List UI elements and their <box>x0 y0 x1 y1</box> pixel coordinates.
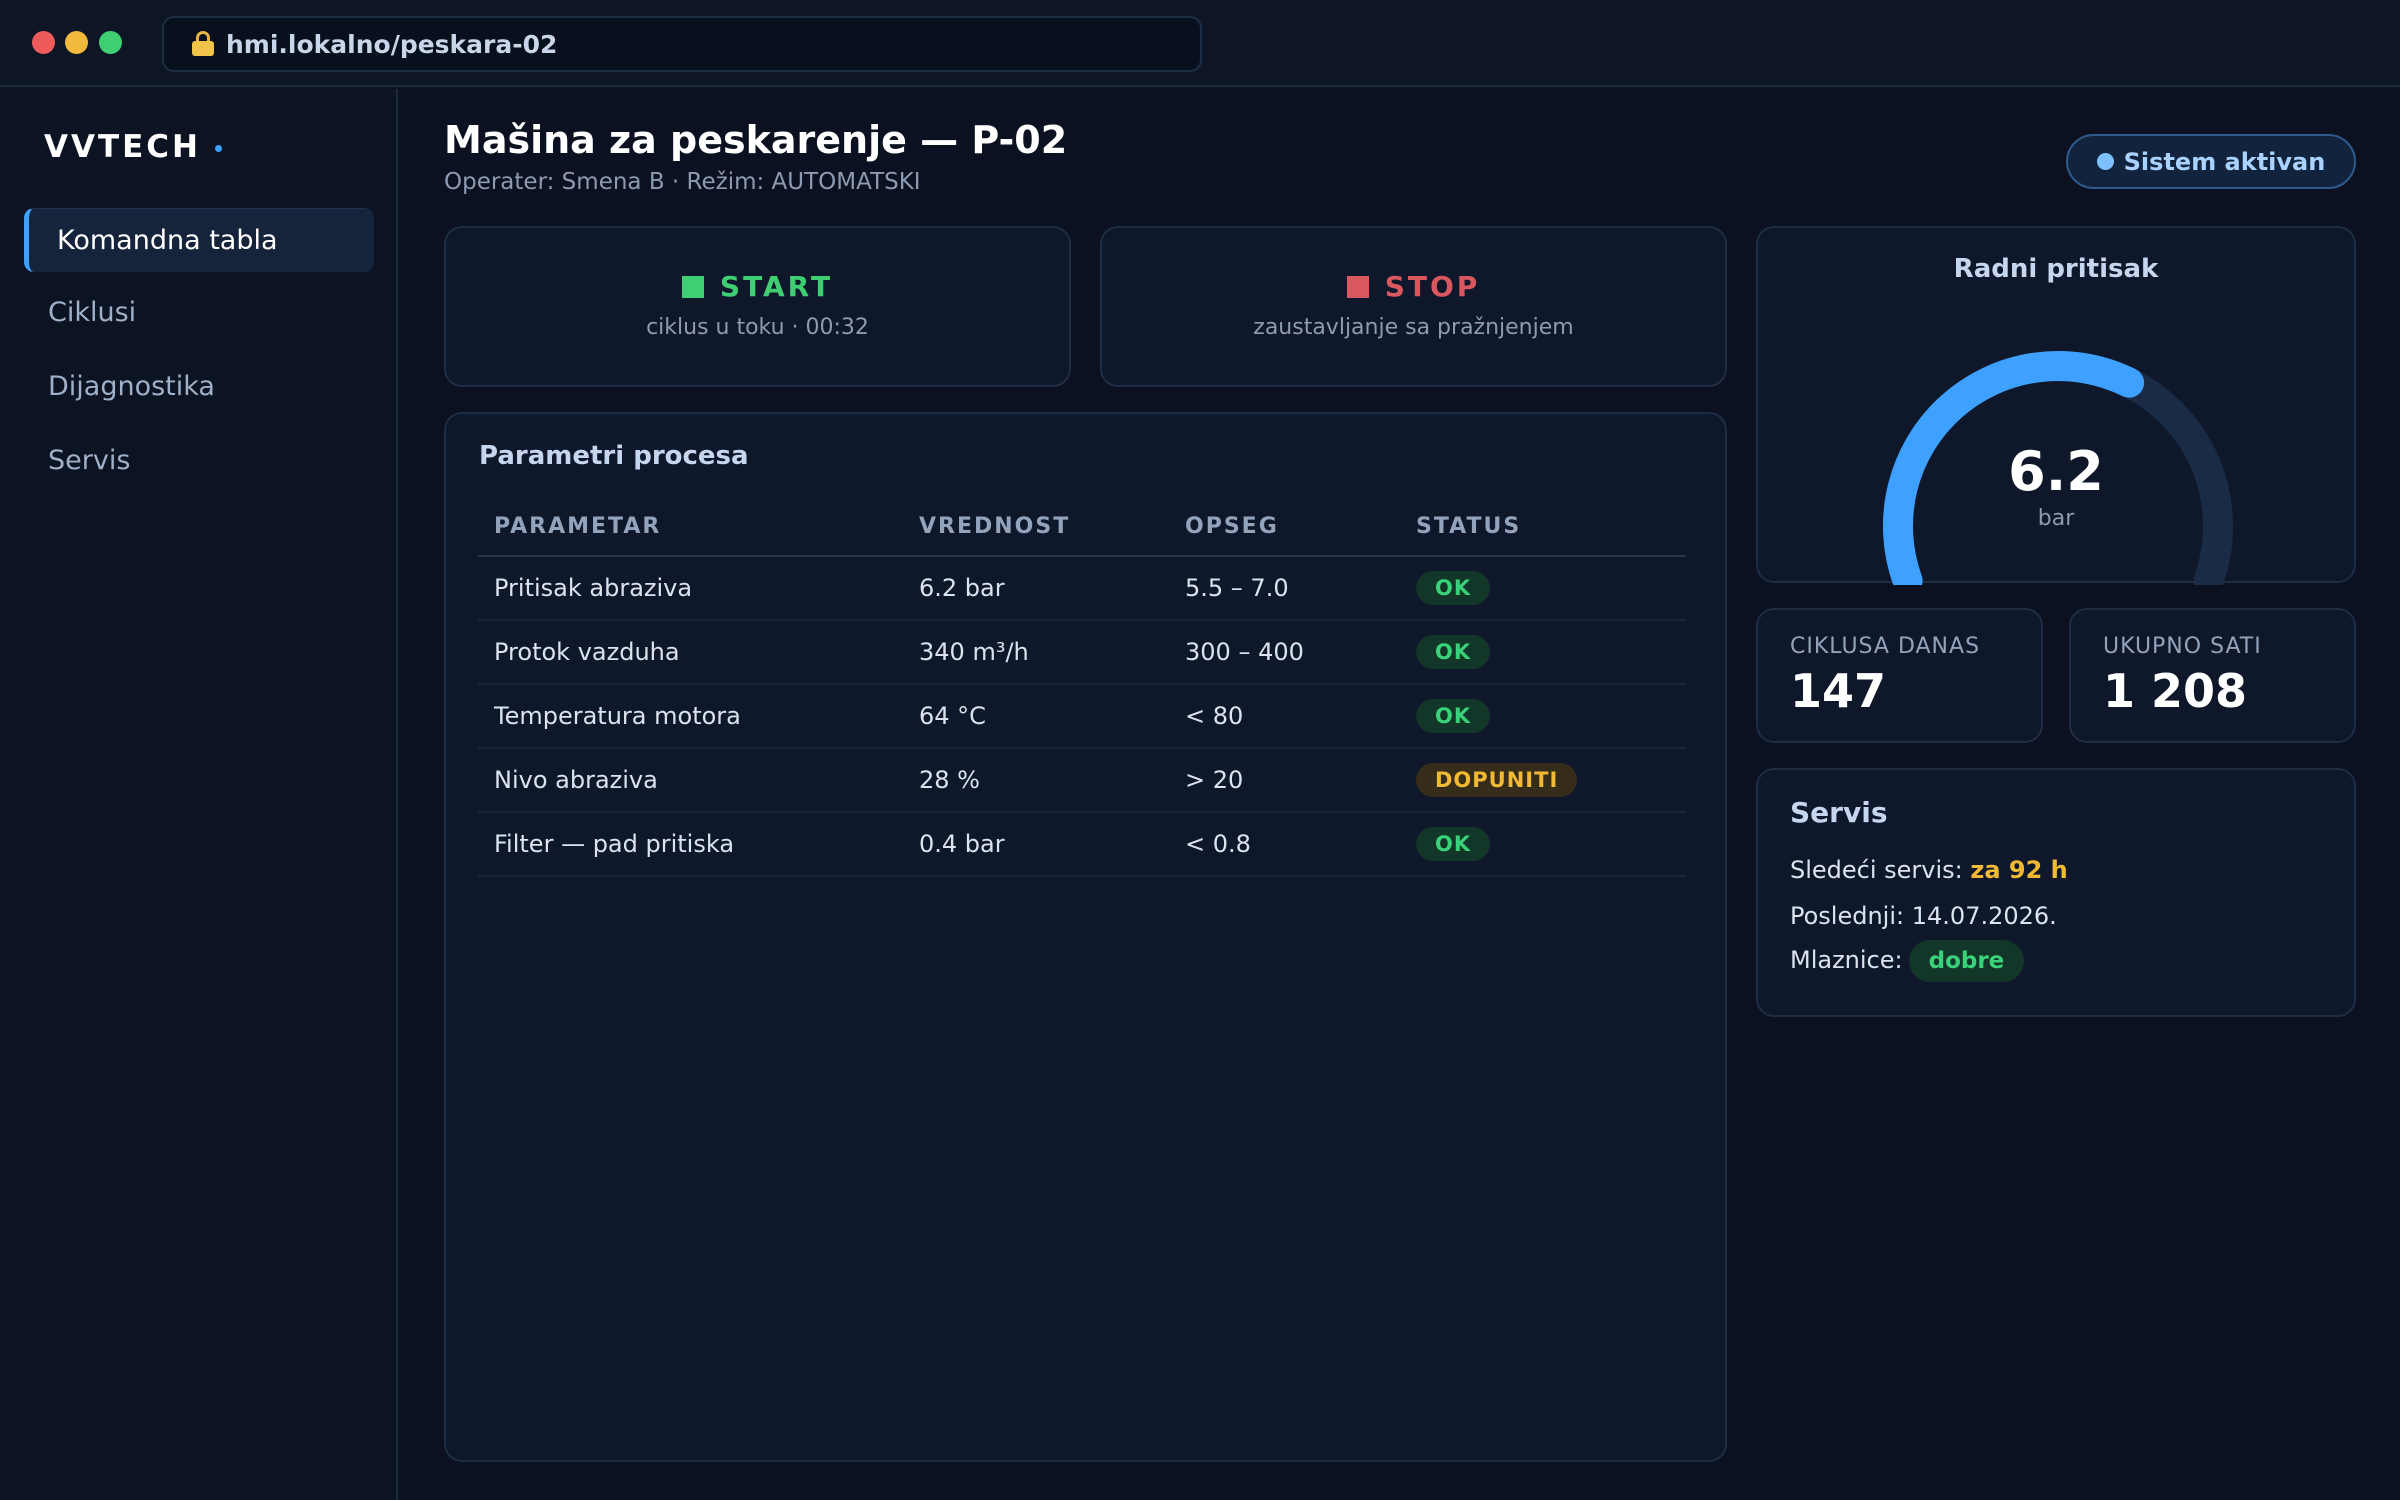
param-range: < 0.8 <box>1169 812 1400 877</box>
stat-label: CIKLUSA DANAS <box>1790 634 1981 659</box>
stop-button[interactable]: STOP zaustavljanje sa pražnjenjem <box>1100 226 1727 387</box>
start-label: START <box>446 270 1069 303</box>
stat-value: 1 208 <box>2103 664 2248 718</box>
sidebar-item-servis[interactable]: Servis <box>24 428 374 492</box>
param-value: 64 °C <box>903 684 1169 749</box>
status-dot-icon <box>2096 153 2114 170</box>
gauge-title: Radni pritisak <box>1953 254 2159 284</box>
param-value: 0.4 bar <box>903 812 1169 877</box>
table-row: Temperatura motora 64 °C < 80 OK <box>478 684 1686 749</box>
stop-status-text: zaustavljanje sa pražnjenjem <box>1253 315 1574 340</box>
address-url: hmi.lokalno/peskara-02 <box>226 29 558 59</box>
sidebar-item-label: Servis <box>48 444 131 476</box>
brand-name: VVTECH <box>44 129 202 165</box>
param-name: Temperatura motora <box>478 684 903 749</box>
sidebar-item-komandna-tabla[interactable]: Komandna tabla <box>24 208 374 272</box>
table-row: Filter — pad pritiska 0.4 bar < 0.8 OK <box>478 812 1686 877</box>
minimize-window-button[interactable] <box>65 31 88 54</box>
page-title: Mašina za peskarenje — P-02 <box>444 118 1068 162</box>
gauge-fill <box>1883 351 2145 585</box>
browser-titlebar: hmi.lokalno/peskara-02 <box>0 0 2400 87</box>
param-range: 300 – 400 <box>1169 620 1400 685</box>
param-value: 340 m³/h <box>903 620 1169 685</box>
brand-dot-icon <box>215 145 223 152</box>
status-badge: OK <box>1416 635 1491 669</box>
lock-icon <box>192 31 214 57</box>
last-service-line: Poslednji: 14.07.2026. <box>1790 902 2057 930</box>
param-value: 6.2 bar <box>903 556 1169 621</box>
start-button[interactable]: START ciklus u toku · 00:32 <box>444 226 1071 387</box>
table-row: Pritisak abraziva 6.2 bar 5.5 – 7.0 OK <box>478 556 1686 621</box>
param-value: 28 % <box>903 748 1169 813</box>
gauge-unit: bar <box>2037 506 2075 531</box>
process-parameters-panel: Parametri procesa PARAMETAR VREDNOST OPS… <box>444 412 1727 1462</box>
sidebar-item-dijagnostika[interactable]: Dijagnostika <box>24 354 374 418</box>
start-status-text: ciklus u toku · 00:32 <box>646 315 869 340</box>
param-name: Nivo abraziva <box>478 748 903 813</box>
next-service-line: Sledeći servis: za 92 h <box>1790 856 2068 884</box>
param-range: 5.5 – 7.0 <box>1169 556 1400 621</box>
address-bar[interactable]: hmi.lokalno/peskara-02 <box>162 16 1202 72</box>
stop-square-icon <box>1346 276 1369 298</box>
pressure-gauge <box>1883 351 2233 585</box>
param-name: Protok vazduha <box>478 620 903 685</box>
nozzles-line: Mlaznice: dobre <box>1790 940 2025 982</box>
param-name: Pritisak abraziva <box>478 556 903 621</box>
panel-title: Parametri procesa <box>479 441 749 471</box>
sidebar-item-label: Dijagnostika <box>48 370 215 402</box>
param-range: < 80 <box>1169 684 1400 749</box>
status-badge: OK <box>1416 827 1491 861</box>
close-window-button[interactable] <box>32 31 55 54</box>
table-row: Nivo abraziva 28 % > 20 DOPUNITI <box>478 748 1686 813</box>
sidebar-item-ciklusi[interactable]: Ciklusi <box>24 280 374 344</box>
sidebar-item-label: Komandna tabla <box>57 225 278 256</box>
column-header: VREDNOST <box>903 498 1169 557</box>
pressure-gauge-panel: Radni pritisak 6.2 bar <box>1756 226 2356 585</box>
stat-value: 147 <box>1790 664 1887 718</box>
service-panel: Servis Sledeći servis: za 92 h Poslednji… <box>1756 768 2356 1017</box>
status-badge: OK <box>1416 699 1491 733</box>
status-badge: OK <box>1416 571 1491 605</box>
sidebar-item-label: Ciklusi <box>48 296 137 328</box>
status-badge: DOPUNITI <box>1416 763 1578 797</box>
maximize-window-button[interactable] <box>99 31 122 54</box>
service-title: Servis <box>1790 796 1888 829</box>
table-header-row: PARAMETAR VREDNOST OPSEG STATUS <box>478 498 1686 557</box>
system-status-badge: Sistem aktivan <box>2066 134 2356 189</box>
param-range: > 20 <box>1169 748 1400 813</box>
stat-label: UKUPNO SATI <box>2103 634 2262 659</box>
param-name: Filter — pad pritiska <box>478 812 903 877</box>
start-square-icon <box>681 276 704 298</box>
table-row: Protok vazduha 340 m³/h 300 – 400 OK <box>478 620 1686 685</box>
nozzles-status-badge: dobre <box>1908 940 2025 982</box>
total-hours-card: UKUPNO SATI 1 208 <box>2069 608 2356 743</box>
page-subtitle: Operater: Smena B · Režim: AUTOMATSKI <box>444 169 921 195</box>
brand-logo: VVTECH <box>44 129 223 165</box>
column-header: STATUS <box>1400 498 1686 557</box>
gauge-value: 6.2 <box>2008 440 2104 503</box>
sidebar: VVTECH Komandna tabla Ciklusi Dijagnosti… <box>0 89 398 1500</box>
column-header: OPSEG <box>1169 498 1400 557</box>
column-header: PARAMETAR <box>478 498 903 557</box>
next-service-value: za 92 h <box>1970 856 2068 884</box>
system-status-label: Sistem aktivan <box>2123 147 2326 176</box>
parameters-table: PARAMETAR VREDNOST OPSEG STATUS Pritisak… <box>478 498 1686 877</box>
stop-label: STOP <box>1102 270 1725 303</box>
cycles-today-card: CIKLUSA DANAS 147 <box>1756 608 2043 743</box>
last-service-value: 14.07.2026. <box>1911 902 2057 930</box>
